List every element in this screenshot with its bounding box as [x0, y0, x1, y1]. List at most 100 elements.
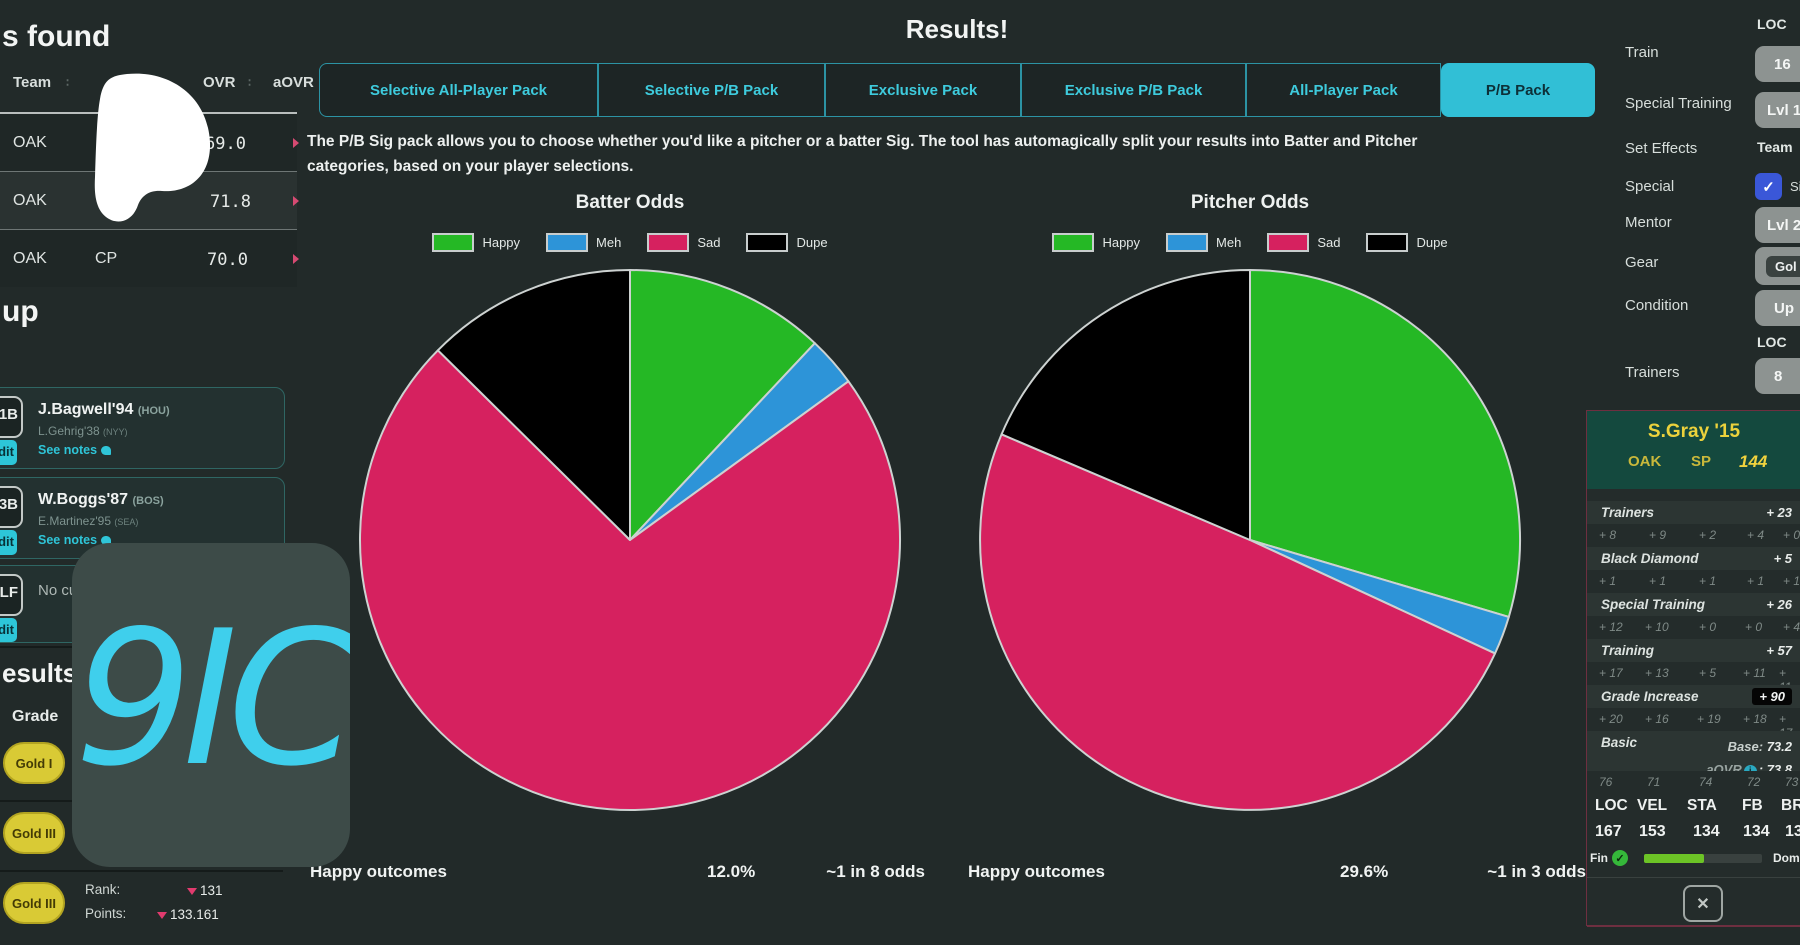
tab-exclusive-pack[interactable]: Exclusive Pack	[825, 63, 1021, 117]
linked-player-team: (SEA)	[114, 517, 139, 527]
cell-team: OAK	[13, 134, 47, 151]
popup-player-name: S.Gray '15	[1647, 421, 1741, 442]
pack-description: The P/B Sig pack allows you to choose wh…	[307, 133, 1418, 175]
section-row-grade-increase: Grade Increase + 90	[1587, 685, 1800, 708]
player-team: (HOU)	[137, 405, 170, 417]
sort-icon[interactable]: ∶	[66, 76, 70, 90]
pie-slice-sad	[359, 349, 901, 811]
special-label: Special	[1625, 178, 1675, 195]
position-badge-label: 3B	[0, 496, 18, 513]
special-checkbox[interactable]: ✓	[1755, 173, 1782, 200]
legend-item-dupe: Dupe	[746, 233, 828, 252]
legend-item-dupe: Dupe	[1366, 233, 1448, 252]
divider	[1587, 877, 1800, 878]
gear-value-button[interactable]: Gol	[1755, 247, 1800, 285]
pie-slice-happy	[1249, 269, 1521, 618]
column-header-aovr[interactable]: aOVR	[273, 74, 314, 91]
pitcher-legend: Happy Meh Sad Dupe	[970, 233, 1530, 252]
cell-team: OAK	[13, 192, 47, 209]
gear-tier-pill: Gol	[1766, 255, 1800, 277]
grade-badge: Gold III	[3, 882, 65, 924]
section-subvalues: + 20 + 16 + 19 + 18 + 17	[1587, 708, 1800, 740]
column-header-ovr[interactable]: OVR	[203, 74, 236, 91]
edit-button[interactable]: Edit	[0, 530, 17, 555]
mentor-value-button[interactable]: Lvl 2	[1755, 207, 1800, 243]
trainers-value-button[interactable]: 8	[1755, 358, 1800, 394]
table-row[interactable]: OAK CP 70.0	[0, 230, 299, 287]
happy-swatch	[432, 233, 475, 252]
points-label: Points:	[85, 906, 127, 921]
legend-item-happy: Happy	[1052, 233, 1140, 252]
empty-slot-text: No cu	[38, 582, 78, 599]
players-found-heading: s found	[2, 20, 111, 53]
divider	[0, 870, 283, 872]
tab-pb-pack[interactable]: P/B Pack	[1441, 63, 1595, 117]
gear-label: Gear	[1625, 254, 1659, 271]
batter-odds-pie-chart	[359, 269, 901, 811]
section-row-basic: Basic Base: 73.2 aOVRi: 73.8	[1587, 731, 1800, 779]
batter-chart-title: Batter Odds	[575, 192, 685, 213]
player-name: J.Bagwell'94	[38, 401, 134, 418]
down-arrow-icon	[187, 888, 197, 895]
linked-player: L.Gehrig'38	[38, 424, 100, 438]
dom-label: Dom	[1773, 851, 1800, 865]
grade-badge: Gold III	[3, 812, 65, 854]
dupe-swatch	[1366, 233, 1409, 252]
tab-all-player-pack[interactable]: All-Player Pack	[1246, 63, 1441, 117]
pie-slice-happy	[629, 269, 816, 541]
watermark-text: 9IC	[74, 590, 350, 807]
stat-headers-row: LOC VEL STA FB BRK	[1595, 797, 1800, 814]
happy-swatch	[1052, 233, 1095, 252]
edit-button[interactable]: Edit	[0, 618, 17, 642]
player-card[interactable]: 1B Edit J.Bagwell'94 (HOU) L.Gehrig'38 (…	[0, 387, 285, 469]
divider	[0, 646, 72, 648]
pitcher-odds-pie-chart	[979, 269, 1521, 811]
legend-item-meh: Meh	[1166, 233, 1241, 252]
set-effects-value: Team	[1757, 139, 1793, 155]
cell-ovr: 69.0	[205, 134, 246, 154]
change-indicator-icon	[293, 138, 299, 148]
batter-footer-stats: Happy outcomes 12.0% ~1 in 8 odds	[310, 862, 925, 886]
meh-swatch	[546, 233, 589, 252]
section-row-training: Training + 57	[1587, 639, 1800, 662]
popup-player-rating: 144	[1739, 452, 1768, 471]
legend-item-meh: Meh	[546, 233, 621, 252]
position-badge-label: LF	[0, 584, 18, 601]
tab-exclusive-pb-pack[interactable]: Exclusive P/B Pack	[1021, 63, 1246, 117]
position-badge: LF	[0, 574, 23, 616]
sad-swatch	[647, 233, 690, 252]
see-notes-link[interactable]: See notes	[38, 533, 112, 547]
tab-selective-pb-pack[interactable]: Selective P/B Pack	[598, 63, 825, 117]
loc-header-top: LOC	[1757, 16, 1787, 32]
happy-outcomes-odds: ~1 in 3 odds	[1487, 862, 1586, 881]
edit-button[interactable]: Edit	[0, 440, 17, 465]
group-heading: up	[2, 295, 39, 328]
note-bubble-icon	[101, 536, 112, 545]
tab-selective-all-player-pack[interactable]: Selective All-Player Pack	[319, 63, 598, 117]
down-arrow-icon	[157, 912, 167, 919]
happy-outcomes-pct: 12.0%	[707, 862, 756, 881]
pie-slice-dupe	[436, 269, 631, 541]
sort-icon[interactable]: ∶	[248, 76, 252, 90]
special-training-value-button[interactable]: Lvl 1	[1755, 92, 1800, 128]
position-badge-label: 1B	[0, 406, 18, 423]
change-indicator-icon	[293, 196, 299, 206]
condition-value-button[interactable]: Up	[1755, 290, 1800, 326]
cell-ovr: 71.8	[210, 192, 251, 212]
happy-outcomes-label: Happy outcomes	[968, 862, 1105, 881]
see-notes-link[interactable]: See notes	[38, 443, 112, 457]
column-header-team[interactable]: Team	[13, 74, 52, 91]
white-blob-watermark	[94, 73, 211, 222]
base-label: Base:	[1727, 739, 1764, 754]
rank-label: Rank:	[85, 882, 121, 897]
train-label: Train	[1625, 44, 1659, 61]
cell-ovr: 70.0	[207, 250, 248, 270]
player-detail-popup: S.Gray '15 OAK SP 144 Trainers + 23 + 8 +…	[1586, 410, 1800, 927]
special-checkbox-label: Si	[1790, 179, 1800, 194]
close-popup-button[interactable]: ✕	[1683, 885, 1723, 922]
train-value-button[interactable]: 16	[1755, 46, 1800, 82]
legend-item-sad: Sad	[1267, 233, 1340, 252]
section-subvalues: + 17 + 13 + 5 + 11 + 11	[1587, 662, 1800, 694]
results-section-heading: esults	[2, 658, 78, 688]
